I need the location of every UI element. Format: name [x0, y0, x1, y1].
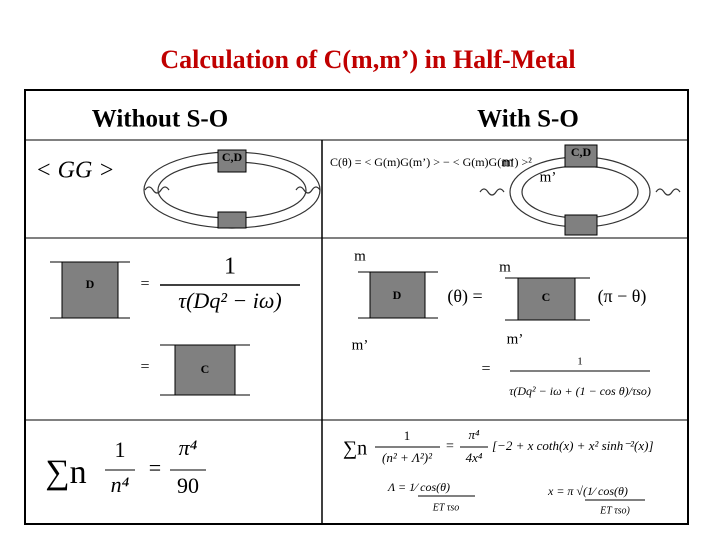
equals: =: [446, 439, 454, 454]
denominator: τ(Dq² − iω + (1 − cos θ)/τso): [509, 384, 651, 398]
box-label: C: [201, 362, 210, 376]
numerator: 1: [577, 356, 583, 368]
column-header: With S-O: [477, 106, 579, 133]
formula: x = π √(1⁄ cos(θ): [547, 484, 628, 498]
diagram-label: C,D: [222, 150, 243, 164]
numerator: 1: [224, 254, 236, 280]
box-label: D: [86, 277, 95, 291]
equals: =: [149, 455, 161, 480]
formula: (θ) =: [447, 286, 482, 307]
diagram: [50, 261, 300, 396]
formula: C(θ) = < G(m)G(m’) > − < G(m)G(m’) >²: [330, 155, 532, 169]
denominator: (n² + Λ²)²: [382, 450, 433, 465]
box-label: D: [393, 288, 402, 302]
denominator: τ(Dq² − iω): [178, 288, 282, 313]
diagram: [358, 271, 650, 372]
column-header: Without S-O: [92, 106, 228, 133]
equals: =: [140, 359, 149, 376]
formula: (π − θ): [598, 286, 647, 307]
numerator: π⁴: [179, 435, 198, 460]
diagram: [479, 144, 681, 236]
diagram-label: C,D: [571, 145, 592, 159]
formula: [−2 + x coth(x) + x² sinh⁻²(x)]: [492, 438, 654, 453]
denominator: ET τso): [599, 505, 630, 516]
sum: ∑n: [343, 438, 367, 460]
numerator: π⁴: [468, 427, 480, 442]
index-label: m’: [540, 169, 557, 185]
denominator: 4x⁴: [466, 450, 483, 465]
index-label: m’: [507, 331, 524, 347]
denominator: ET τso: [432, 502, 459, 513]
index-label: m’: [352, 337, 369, 353]
index-label: m: [354, 248, 366, 264]
denominator: n⁴: [111, 472, 130, 497]
diagram: [143, 149, 321, 229]
numerator: 1: [115, 437, 126, 462]
sum: ∑n: [45, 454, 86, 491]
equals: =: [481, 361, 490, 378]
index-label: m: [499, 259, 511, 275]
table-frame: [24, 89, 689, 525]
formula: < GG >: [35, 158, 114, 184]
numerator: 1: [404, 428, 411, 443]
index-label: m: [502, 154, 514, 170]
box-label: C: [542, 290, 551, 304]
formula: Λ = 1⁄ cos(θ): [387, 480, 450, 494]
denominator: 90: [177, 473, 199, 498]
slide-title: Calculation of C(m,m’) in Half-Metal: [160, 45, 575, 74]
equals: =: [140, 276, 149, 293]
